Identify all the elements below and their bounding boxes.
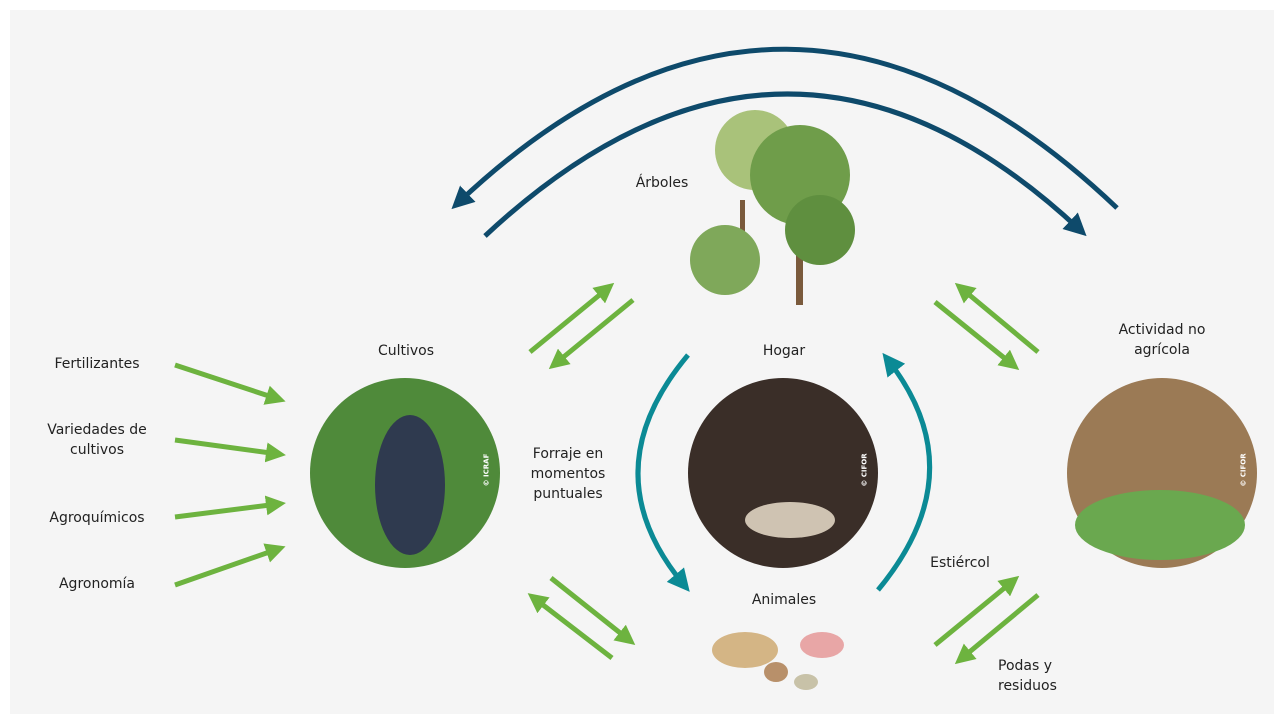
animals-illustration [712,632,844,690]
photo-hogar [688,378,878,568]
arrow [530,288,608,352]
arrow [935,581,1013,645]
input-label: Agronomía [37,574,157,594]
node-label: Árboles [612,173,712,193]
photo-credit: © CIFOR [1240,453,1248,486]
photo-credit: © ICRAF [482,454,490,487]
page: Fertilizantes Variedades de cultivos Agr… [0,0,1284,724]
photo-credit: © CIFOR [861,453,869,486]
photo-placeholders [310,378,1257,568]
arrow [961,595,1038,659]
input-label: Fertilizantes [37,354,157,374]
arrow [175,365,278,399]
arrow [935,302,1013,365]
arrow [175,549,278,585]
flow-label: Podas y residuos [998,656,1068,696]
arrow [555,300,633,364]
arrow [961,288,1038,352]
cow [712,632,778,668]
foliage [690,225,760,295]
arrow [551,578,629,640]
rabbit [764,662,788,682]
shells [745,502,835,538]
node-label: Hogar [734,341,834,361]
eggs [794,674,818,690]
person [375,415,445,555]
arrow [175,440,278,454]
arrow [175,504,278,517]
papayas [1075,490,1245,560]
input-label: Variedades de cultivos [37,420,157,460]
flow-label: Forraje en momentos puntuales [523,444,613,504]
flow-label: Estiércol [920,553,1000,573]
diagram [0,0,1284,724]
foliage [785,195,855,265]
pig [800,632,844,658]
node-label: Cultivos [356,341,456,361]
input-label: Agroquímicos [37,508,157,528]
trees-illustration [690,110,855,305]
arrow [534,598,612,658]
node-label: Actividad no agrícola [1112,320,1212,360]
node-label: Animales [734,590,834,610]
arc-arrow [638,355,688,585]
